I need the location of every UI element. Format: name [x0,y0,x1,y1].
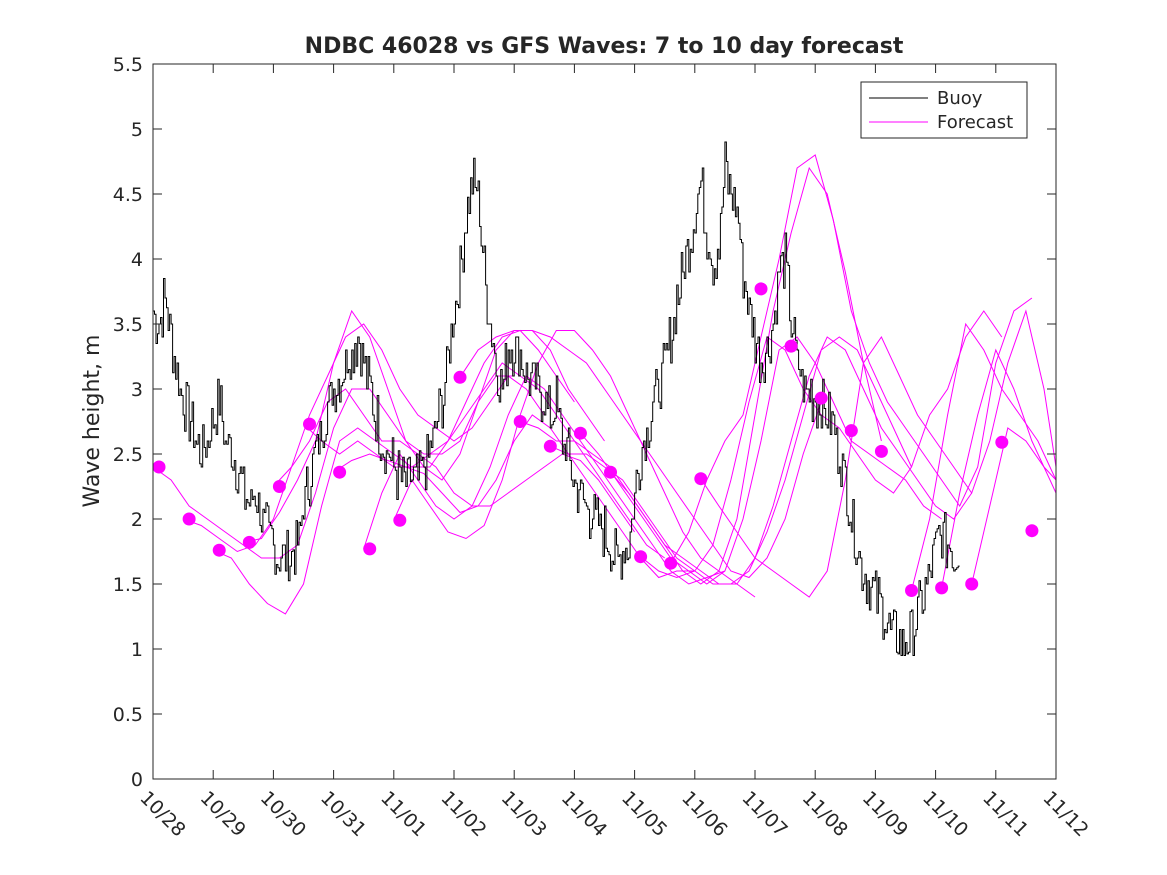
forecast-marker [303,417,317,431]
y-tick-label: 2 [131,509,143,531]
y-tick-label: 2.5 [113,444,143,466]
y-axis: 0 0.5 1 1.5 2 2.5 3 3.5 4 4.5 5 5.5 [113,54,1056,791]
legend-box [860,81,1028,139]
y-axis-label: Wave height, m [80,335,105,508]
forecast-series-line [153,375,515,559]
y-tick-label: 3 [131,379,143,401]
forecast-marker [634,550,648,564]
forecast-marker [212,543,226,557]
y-tick-label: 5.5 [113,54,143,76]
forecast-marker [905,584,919,597]
forecast-markers [153,282,1039,597]
forecast-series-line [182,323,545,553]
forecast-marker [363,542,377,556]
forecast-marker [935,581,949,595]
buoy-line [153,141,960,656]
y-tick-label: 4.5 [113,184,143,206]
forecast-marker [604,465,618,479]
y-tick-label: 0 [131,769,143,791]
forecast-marker [573,426,587,440]
forecast-series-line [971,427,1056,585]
chart-title: NDBC 46028 vs GFS Waves: 7 to 10 day for… [305,34,904,59]
forecast-series-line [580,336,942,585]
forecast-marker [1025,524,1039,538]
forecast-marker [242,535,256,549]
buoy-layer [153,141,960,656]
y-tick-label: 3.5 [113,314,143,336]
forecast-marker [333,465,347,479]
forecast-series-line [911,322,1056,591]
plot-area [153,141,1056,656]
forecast-series-line [393,330,756,598]
legend-forecast-label: Forecast [937,112,1013,133]
forecast-series-line [459,330,822,579]
forecast-marker [513,415,527,428]
forecast-series-line [520,166,882,585]
forecast-marker [182,512,196,526]
forecast-marker [874,444,888,458]
forecast-marker [664,556,678,570]
y-tick-label: 1.5 [113,574,143,596]
y-tick-label: 0.5 [113,704,143,726]
forecast-series-line [670,154,1033,564]
forecast-marker [965,577,979,591]
axes-box [152,63,1057,780]
forecast-marker [453,370,467,384]
y-tick-label: 1 [131,639,143,661]
legend: Buoy Forecast [860,81,1028,139]
forecast-marker [272,480,286,493]
y-tick-label: 5 [131,119,143,141]
forecast-marker [754,282,768,296]
forecast-marker [844,424,858,438]
forecast-series-line [941,348,1056,588]
forecast-marker [393,513,407,527]
forecast-marker [543,439,557,453]
forecast-marker [814,391,828,405]
forecast-marker [995,435,1009,449]
y-tick-label: 4 [131,249,143,271]
forecast-marker [694,472,708,486]
legend-buoy-label: Buoy [937,88,983,109]
forecast-marker [784,339,798,353]
forecast-series-line [610,336,973,585]
forecast-marker [153,460,166,474]
forecast-series-line [303,362,665,559]
